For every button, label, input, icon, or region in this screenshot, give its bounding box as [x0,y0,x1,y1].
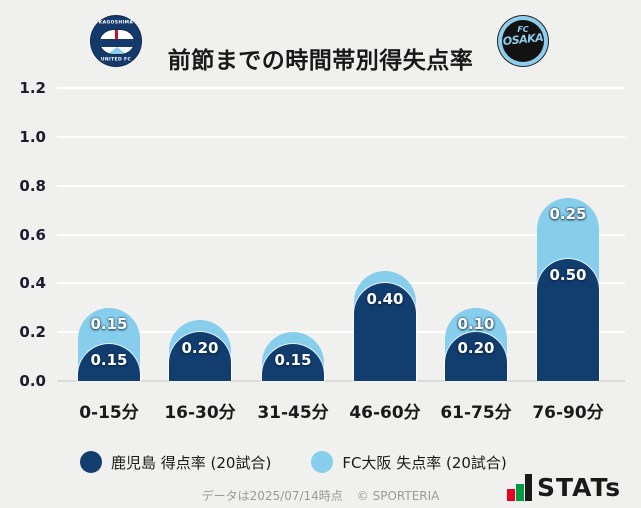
gridline [57,282,625,285]
data-date-note: データは2025/07/14時点 [201,489,343,503]
stats-icon-black-bar [525,474,532,501]
footer-note: データは2025/07/14時点 © SPORTERIA [0,487,641,504]
x-tick-label: 61-75分 [440,403,512,423]
bar-value-label-home: 0.20 [181,339,219,358]
x-tick-label: 46-60分 [349,403,421,423]
fc-osaka-logo-inner: FC OSAKA [502,20,544,62]
x-tick-label: 76-90分 [532,403,604,423]
y-tick-label: 1.2 [19,79,46,98]
legend: 鹿児島 得点率 (20試合) FC大阪 失点率 (20試合) [80,451,507,473]
legend-swatch-osaka [311,451,334,473]
kagoshima-logo-crest [99,29,135,55]
gridline [57,87,625,90]
y-tick-label: 0.4 [19,274,46,293]
kagoshima-logo-band [100,39,134,47]
y-tick-label: 1.0 [19,128,46,146]
fc-osaka-logo: FC OSAKA [498,16,548,66]
bar-segment-home [169,332,231,381]
kagoshima-logo-mountain [108,47,126,54]
x-tick-label: 16-30分 [164,403,236,423]
y-tick-label: 0.6 [19,225,46,244]
bar-value-label-home: 0.50 [549,266,587,284]
bar-value-label-away: 0.25 [549,205,587,223]
kagoshima-logo-bottom-text: UNITED FC [100,56,132,63]
y-tick-label: 0.8 [19,176,46,195]
stats-icon-green-bar [516,484,524,501]
bar-value-label-away: 0.10 [457,314,495,333]
x-axis-line [57,380,625,382]
bar-value-label-home: 0.20 [457,339,495,358]
stats-brand-text: STATs [537,473,622,502]
gridline [57,233,625,236]
gridline [57,136,625,138]
legend-swatch-kagoshima [80,451,102,473]
legend-item-osaka: FC大阪 失点率 (20試合) [311,451,507,473]
y-tick-label: 0.2 [19,323,46,342]
bar-segment-home [445,332,507,381]
gridline [57,331,625,334]
y-tick-label: 0.0 [19,372,46,390]
kagoshima-logo-top-text: KAGOSHIMA [98,19,134,26]
copyright-text: © SPORTERIA [356,489,440,503]
stats-brand-logo: STATs [507,473,621,501]
bar-segment-home [354,283,416,381]
stats-icon-red-bar [507,489,515,501]
bar-value-label-away: 0.15 [90,314,128,333]
bar-value-label-home: 0.15 [90,351,128,370]
legend-label-osaka: FC大阪 失点率 (20試合) [342,453,507,472]
bar-value-label-home: 0.40 [366,290,404,309]
legend-label-kagoshima: 鹿児島 得点率 (20試合) [111,453,272,472]
kagoshima-logo-red-stripe [115,30,118,39]
gridline [57,184,625,187]
x-tick-label: 0-15分 [79,403,139,423]
fc-osaka-logo-fc-text: FC [517,25,529,34]
x-tick-label: 31-45分 [257,403,329,423]
bar-segment-home [537,259,599,381]
bar-value-label-home: 0.15 [274,351,312,370]
chart-title: 前節までの時間帯別得失点率 [167,48,474,75]
kagoshima-united-logo: KAGOSHIMA UNITED FC [91,16,141,66]
legend-item-kagoshima: 鹿児島 得点率 (20試合) [80,451,271,473]
bar-chart-icon [507,473,532,501]
